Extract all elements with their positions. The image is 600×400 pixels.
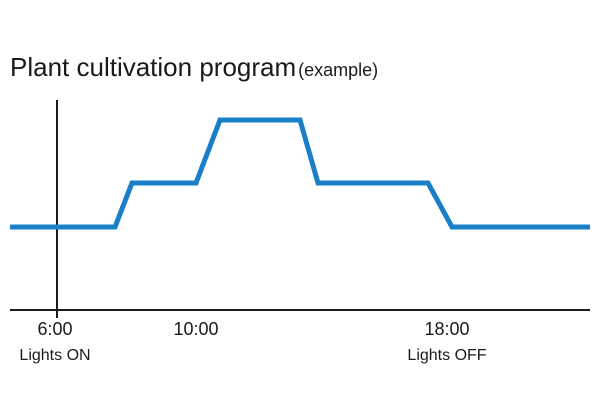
title: Plant cultivation program (example) [10, 52, 378, 82]
note-label: Lights OFF [407, 347, 486, 364]
light-profile [10, 117, 590, 230]
time-label: 10:00 [173, 319, 218, 339]
note-label: Lights ON [19, 347, 90, 364]
time-label: 6:00 [37, 319, 72, 339]
time-label: 18:00 [424, 319, 469, 339]
title-sub: (example) [298, 60, 378, 80]
title-main: Plant cultivation program [10, 52, 296, 82]
